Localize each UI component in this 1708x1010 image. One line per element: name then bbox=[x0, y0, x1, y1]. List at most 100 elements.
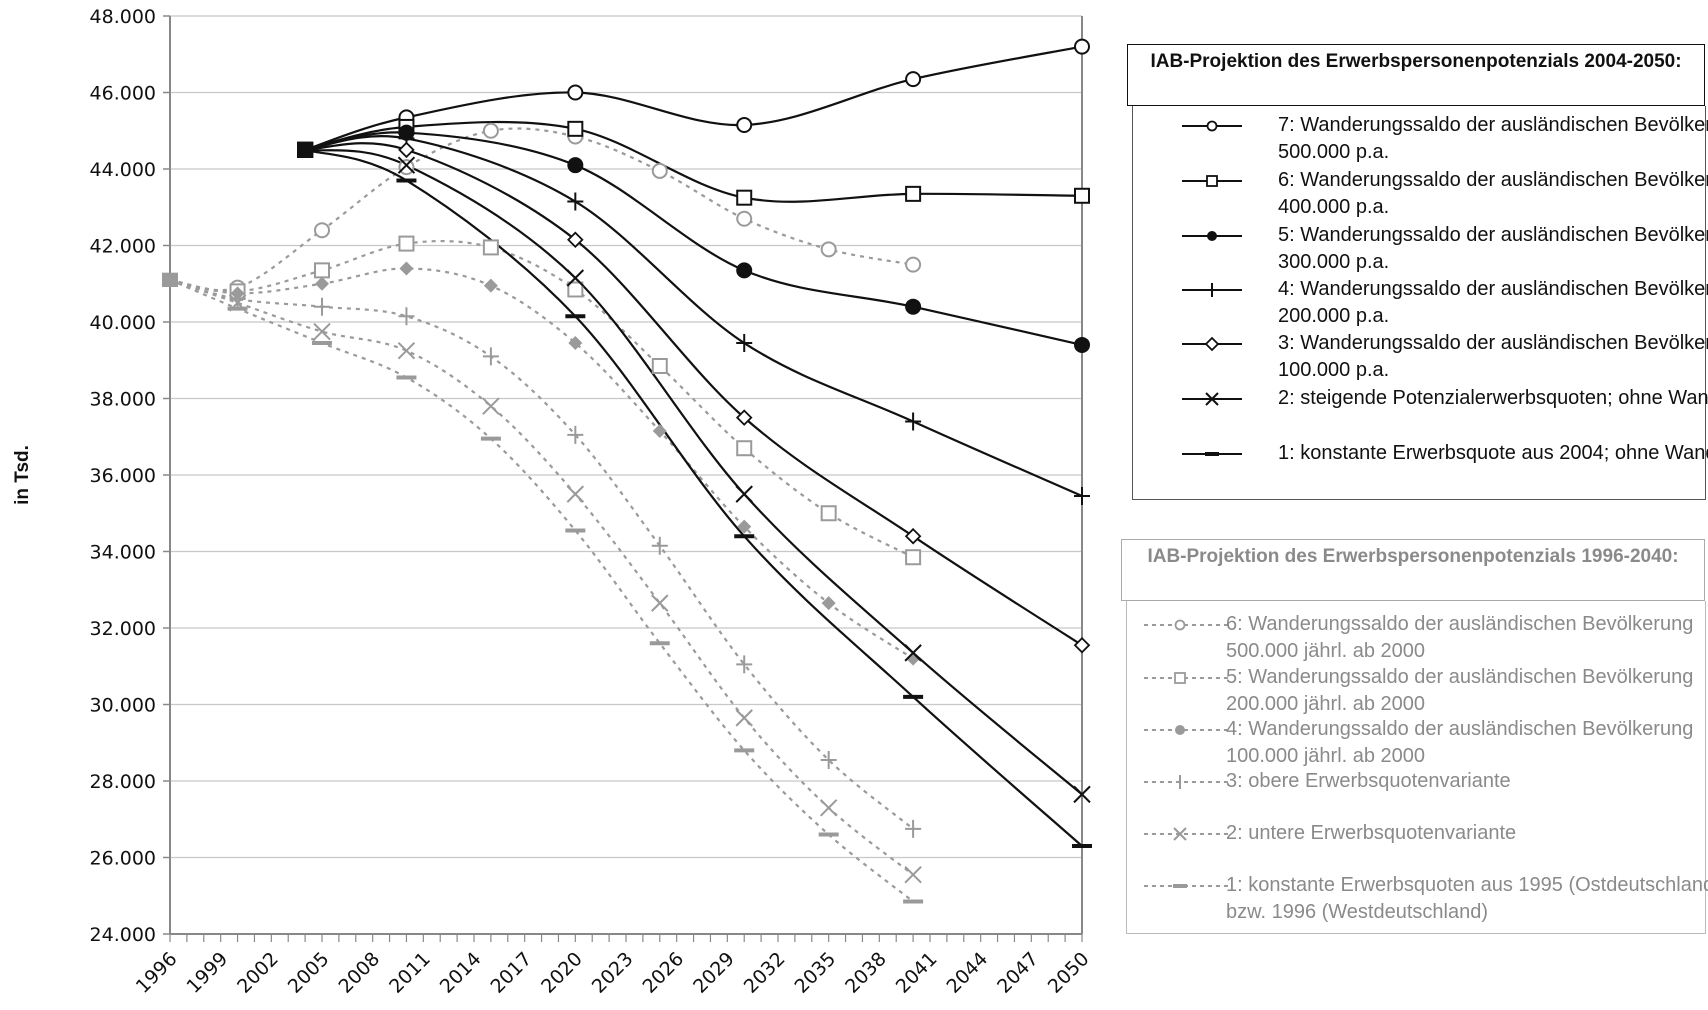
data-point-marker bbox=[314, 222, 330, 239]
data-point-marker bbox=[904, 644, 922, 662]
legend-label: 5: Wanderungssaldo der ausländischen Bev… bbox=[1226, 666, 1694, 715]
data-point-marker bbox=[567, 120, 584, 137]
data-point-marker bbox=[820, 505, 837, 522]
data-point-marker bbox=[736, 334, 753, 353]
data-point-marker bbox=[399, 261, 414, 276]
data-point-marker bbox=[314, 297, 330, 316]
x-tick-labels: 1996 1999 2002 2005 2008 2011 2014 2017 2020 2023… bbox=[132, 948, 1094, 998]
data-point-marker bbox=[821, 596, 836, 611]
x-tick-label: 2029 bbox=[689, 948, 739, 998]
data-point-marker bbox=[398, 141, 415, 159]
data-point-marker bbox=[905, 819, 922, 838]
data-point-marker bbox=[567, 192, 584, 211]
data-point-marker bbox=[1074, 187, 1090, 204]
series-line bbox=[169, 267, 914, 660]
y-tick-label: 44.000 bbox=[90, 159, 156, 181]
legend-label: 2: steigende Potenzialerwerbsquoten; ohn… bbox=[1278, 387, 1708, 409]
x-tick-label: 2026 bbox=[638, 948, 688, 998]
y-axis-label: in Tsd. bbox=[12, 445, 33, 505]
x-tick-label: 2050 bbox=[1044, 948, 1094, 998]
x-tick-label: 2038 bbox=[841, 948, 891, 998]
x-tick-label: 2047 bbox=[993, 948, 1043, 998]
data-point-marker bbox=[735, 485, 753, 503]
data-point-marker bbox=[651, 536, 668, 555]
data-point-marker bbox=[736, 210, 753, 227]
x-tick-label: 2005 bbox=[284, 948, 334, 998]
data-point-marker bbox=[567, 281, 584, 298]
legend-1996-2040 bbox=[1126, 601, 1706, 934]
y-tick-label: 30.000 bbox=[90, 695, 156, 717]
data-point-marker bbox=[397, 341, 416, 360]
x-tick-label: 2044 bbox=[942, 948, 992, 998]
legend-swatch bbox=[1182, 452, 1242, 456]
series-lines bbox=[169, 45, 1083, 903]
series-line bbox=[169, 278, 914, 876]
data-point-marker bbox=[1074, 38, 1090, 55]
data-point-marker bbox=[905, 256, 922, 273]
data-point-marker bbox=[652, 424, 667, 439]
data-point-marker bbox=[482, 397, 500, 415]
data-point-marker bbox=[314, 262, 330, 279]
data-point-marker bbox=[397, 156, 416, 174]
data-point-marker bbox=[904, 527, 922, 545]
data-point-marker bbox=[905, 412, 922, 431]
data-point-marker bbox=[736, 262, 753, 279]
data-point-marker bbox=[1074, 336, 1090, 353]
y-tick-label: 24.000 bbox=[90, 924, 156, 946]
legend-label: 5: Wanderungssaldo der ausländischen Bev… bbox=[1278, 224, 1708, 273]
legend-swatch bbox=[1182, 231, 1242, 241]
x-tick-label: 2035 bbox=[790, 948, 840, 998]
y-tick-label: 38.000 bbox=[90, 389, 156, 411]
data-point-marker bbox=[736, 440, 753, 457]
legend-swatch bbox=[1144, 672, 1232, 684]
data-point-marker bbox=[820, 750, 837, 769]
data-point-marker bbox=[737, 519, 752, 534]
legend-2004-2050 bbox=[1132, 106, 1706, 500]
data-point-marker bbox=[567, 425, 584, 444]
legend-swatch bbox=[1182, 120, 1242, 132]
x-tick-label: 2017 bbox=[486, 948, 536, 998]
legend-title-2004-2050: IAB-Projektion des Erwerbspersonenpotenz… bbox=[1127, 44, 1705, 106]
x-tick-label: 2008 bbox=[334, 948, 384, 998]
y-tick-label: 32.000 bbox=[90, 618, 156, 640]
x-tick-label: 2020 bbox=[537, 948, 587, 998]
data-point-marker bbox=[735, 409, 753, 426]
data-point-marker bbox=[398, 159, 415, 176]
legend-label: 3: Wanderungssaldo der ausländischen Bev… bbox=[1278, 332, 1708, 381]
data-point-marker bbox=[735, 709, 753, 727]
data-point-marker bbox=[904, 866, 922, 884]
y-tick-label: 28.000 bbox=[90, 771, 156, 793]
data-point-marker bbox=[162, 272, 178, 287]
data-point-marker bbox=[297, 141, 314, 158]
data-point-marker bbox=[566, 269, 585, 287]
y-tick-label: 48.000 bbox=[90, 6, 156, 28]
y-tick-labels: 48.000 46.000 44.000 42.000 40.000 38.000 36.0… bbox=[90, 6, 156, 946]
series-line bbox=[305, 142, 1083, 647]
data-point-marker bbox=[820, 241, 837, 258]
legend-swatch bbox=[1144, 725, 1232, 735]
data-point-marker bbox=[482, 122, 499, 139]
legend-swatch bbox=[1144, 884, 1232, 888]
legend-swatch bbox=[1182, 336, 1242, 352]
legend-title-1996-2040: IAB-Projektion des Erwerbspersonenpotenz… bbox=[1121, 539, 1705, 601]
x-tick-label: 2023 bbox=[588, 948, 638, 998]
data-point-marker bbox=[566, 485, 585, 503]
legend-label: 6: Wanderungssaldo der ausländischen Bev… bbox=[1278, 169, 1708, 218]
data-point-marker bbox=[905, 185, 922, 202]
y-tick-label: 34.000 bbox=[90, 542, 156, 564]
x-tick-label: 2032 bbox=[740, 948, 790, 998]
legend-label: 3: obere Erwerbsquotenvariante bbox=[1226, 770, 1511, 792]
legend-label: 7: Wanderungssaldo der ausländischen Bev… bbox=[1278, 114, 1708, 163]
series-line bbox=[304, 131, 1083, 347]
data-point-marker bbox=[568, 336, 583, 351]
legend-swatch bbox=[1182, 175, 1242, 187]
data-point-marker bbox=[315, 276, 329, 291]
legend-swatch bbox=[1144, 619, 1232, 631]
series-line bbox=[169, 239, 914, 559]
series-line bbox=[169, 127, 914, 292]
x-tick-label: 2011 bbox=[385, 948, 435, 998]
data-point-marker bbox=[651, 594, 669, 612]
data-point-marker bbox=[229, 290, 246, 309]
data-point-marker bbox=[736, 189, 753, 206]
